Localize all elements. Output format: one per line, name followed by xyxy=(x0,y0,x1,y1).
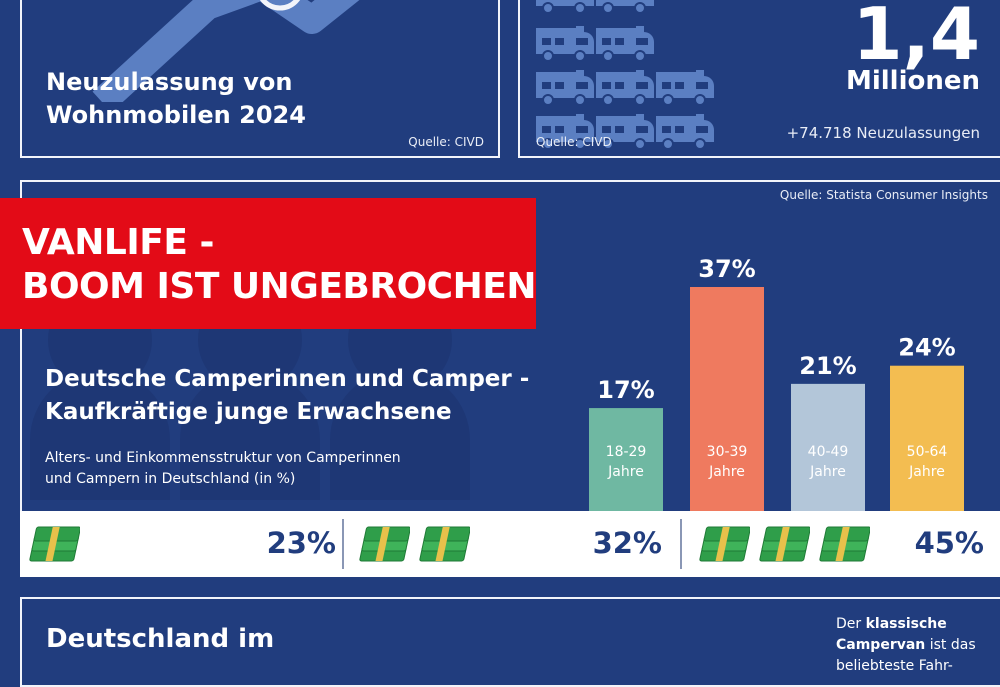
registrations-title-line2: Wohnmobilen 2024 xyxy=(46,101,306,129)
money-stack-icon xyxy=(29,526,80,562)
bar-value-label: 21% xyxy=(799,352,856,380)
age-bar-chart: 17% 18-29 Jahre 37% 30-39 Jahre 21% 40-49 Jahre 2… xyxy=(589,255,964,511)
headline-line1: VANLIFE - xyxy=(22,222,214,263)
stat-unit: Millionen xyxy=(845,66,980,96)
note-bold: klassische Campervan xyxy=(836,616,947,653)
trend-line-icon xyxy=(92,0,360,102)
bar-value-label: 37% xyxy=(698,255,755,283)
headline-line2: BOOM IST UNGEBROCHEN xyxy=(22,266,536,307)
money-stack-icon xyxy=(419,526,470,562)
bar-value-label: 24% xyxy=(898,334,955,362)
chart-subtitle-line1: Alters- und Einkommensstruktur von Campe… xyxy=(45,450,401,466)
headline-banner: VANLIFE - BOOM IST UNGEBROCHEN xyxy=(0,198,536,329)
bar-category-label: Jahre xyxy=(607,464,644,480)
chart-subtitle: Alters- und Einkommensstruktur von Campe… xyxy=(45,448,401,490)
bar-category-label: 30-39 xyxy=(707,444,748,460)
germany-title: Deutschland im xyxy=(46,624,275,654)
income-group-1: 23% xyxy=(20,511,342,577)
chart-title-line1: Deutsche Camperinnen und Camper - xyxy=(45,366,530,392)
bar-category-label: Jahre xyxy=(708,464,745,480)
registrations-title-line1: Neuzulassung von xyxy=(46,68,293,96)
income-value: 32% xyxy=(592,526,662,560)
divider xyxy=(342,519,344,569)
panel-new-registrations: Neuzulassung von Wohnmobilen 2024 Quelle… xyxy=(20,0,500,158)
income-strip: 23% 32% 45% xyxy=(20,511,1000,577)
registrations-title: Neuzulassung von Wohnmobilen 2024 xyxy=(46,66,306,132)
bar-category-label: 50-64 xyxy=(907,444,948,460)
income-value: 45% xyxy=(914,526,984,560)
panel-camper-stock: Quelle: CIVD 1,4 Millionen +74.718 Neuzu… xyxy=(518,0,1000,158)
bar-category-label: Jahre xyxy=(809,464,846,480)
chart-title: Deutsche Camperinnen und Camper - Kaufkr… xyxy=(45,363,529,429)
stat-value: 1,4 xyxy=(852,0,980,76)
bar-2 xyxy=(690,287,764,511)
bar-category-label: 18-29 xyxy=(606,444,647,460)
bar-1 xyxy=(589,408,663,511)
bar-category-label: Jahre xyxy=(908,464,945,480)
income-value: 23% xyxy=(266,526,336,560)
bar-3 xyxy=(791,383,865,511)
money-stack-icon xyxy=(819,526,870,562)
campervan-note: Der klassische Campervan ist das beliebt… xyxy=(836,614,996,677)
source-civd-left: Quelle: CIVD xyxy=(408,135,484,149)
bar-4 xyxy=(890,365,964,511)
money-stack-icon xyxy=(759,526,810,562)
bar-value-label: 17% xyxy=(597,376,654,404)
stat-note: +74.718 Neuzulassungen xyxy=(786,124,980,142)
income-group-3: 45% xyxy=(690,511,990,577)
income-group-2: 32% xyxy=(350,511,664,577)
chart-subtitle-line2: und Campern in Deutschland (in %) xyxy=(45,471,296,487)
source-statista: Quelle: Statista Consumer Insights xyxy=(779,188,988,202)
bar-category-label: 40-49 xyxy=(808,444,849,460)
money-stack-icon xyxy=(359,526,410,562)
divider xyxy=(680,519,682,569)
chart-title-line2: Kaufkräftige junge Erwachsene xyxy=(45,399,452,425)
money-stack-icon xyxy=(699,526,750,562)
source-civd-right: Quelle: CIVD xyxy=(536,135,612,149)
note-prefix: Der xyxy=(836,616,862,632)
